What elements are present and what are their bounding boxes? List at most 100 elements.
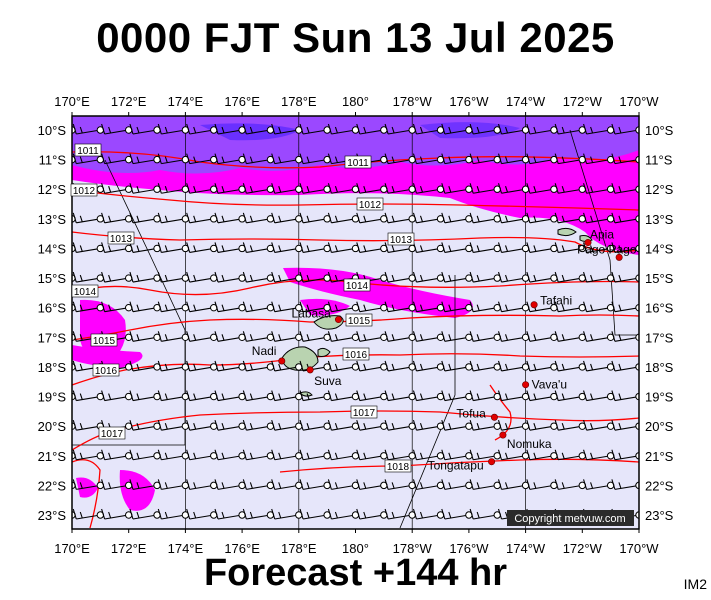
wind-barb — [441, 390, 473, 402]
lat-label-left: 10°S — [38, 123, 67, 138]
wind-barb — [72, 390, 105, 402]
wind-barb — [441, 242, 473, 254]
wind-barb — [186, 331, 218, 342]
wind-barb — [497, 479, 530, 490]
place-dot — [278, 357, 286, 365]
lat-label-left: 15°S — [38, 271, 67, 286]
wind-barb — [412, 271, 445, 283]
wind-barb — [129, 301, 161, 313]
wind-barb — [384, 331, 416, 342]
wind-barb — [157, 479, 190, 490]
lat-label-left: 12°S — [38, 182, 67, 197]
wind-barb — [583, 123, 615, 135]
wind-barb — [356, 301, 388, 313]
lon-label-top: 178°E — [281, 94, 317, 109]
wind-barb — [583, 390, 615, 402]
lat-label-right: 19°S — [645, 390, 674, 405]
wind-barb — [129, 508, 161, 520]
place-marker: Tafahi — [530, 294, 572, 309]
wind-barb — [101, 479, 133, 490]
wind-barb — [583, 212, 615, 224]
isobar-label: 1016 — [92, 363, 120, 377]
wind-barb — [242, 153, 275, 165]
wind-barb — [356, 242, 388, 254]
place-dot — [499, 431, 507, 439]
place-dot — [334, 316, 342, 324]
wind-barb — [554, 212, 586, 224]
place-label: Tongatapu — [428, 459, 484, 473]
lat-label-right: 14°S — [645, 241, 674, 256]
wind-barb — [214, 271, 246, 283]
place-label: Tafahi — [540, 294, 572, 308]
wind-barb — [129, 271, 161, 283]
wind-barb — [214, 360, 246, 372]
copyright-text: Copyright metvuw.com — [514, 513, 625, 525]
place-dot — [584, 239, 592, 247]
wind-barb — [186, 360, 218, 372]
wind-barb — [129, 123, 161, 135]
wind-barb — [441, 183, 473, 194]
lon-label-bottom: 180° — [342, 541, 369, 556]
place-dot — [530, 301, 538, 309]
place-label: Labasa — [291, 307, 331, 321]
lat-label-left: 14°S — [38, 241, 67, 256]
wind-barb — [583, 183, 615, 194]
svg-text:1013: 1013 — [110, 234, 133, 245]
wind-barb — [72, 242, 105, 254]
wind-barb — [157, 301, 190, 313]
place-label: Pago Pago — [577, 242, 637, 256]
wind-barb — [469, 123, 501, 135]
wind-barb — [101, 183, 133, 194]
isobar-label: 1015 — [345, 313, 373, 327]
wind-barb — [356, 449, 388, 461]
wind-barb — [611, 212, 639, 224]
wind-barb — [242, 271, 275, 283]
lat-label-right: 10°S — [645, 123, 674, 138]
lon-label-bottom: 176°E — [224, 541, 260, 556]
wind-barb — [554, 301, 586, 313]
wind-barb — [526, 242, 558, 254]
wind-barb — [299, 123, 331, 135]
svg-text:1013: 1013 — [390, 235, 413, 246]
wind-barb — [157, 183, 190, 194]
place-dot — [615, 253, 623, 261]
wind-barb — [327, 360, 360, 372]
place-marker: Tongatapu — [428, 458, 496, 473]
wind-barb — [101, 212, 133, 224]
isobar-label: 1013 — [387, 232, 415, 246]
wind-barb — [469, 331, 501, 342]
lon-label-top: 174°W — [506, 94, 546, 109]
lon-label-bottom: 172°W — [563, 541, 603, 556]
forecast-label: Forecast +144 hr — [203, 552, 508, 594]
wind-barb — [242, 212, 275, 224]
wind-barb — [214, 508, 246, 520]
wind-barb — [271, 183, 303, 194]
wind-barb — [526, 479, 558, 490]
wind-barb — [299, 183, 331, 194]
fiji-islands — [281, 315, 344, 397]
wind-barb — [101, 508, 133, 520]
place-label: Nadi — [252, 344, 277, 358]
wind-barb — [526, 153, 558, 165]
place-marker: Vava'u — [522, 378, 567, 392]
lat-label-left: 16°S — [38, 301, 67, 316]
lon-label-bottom: 178°E — [281, 541, 317, 556]
wind-barb — [327, 242, 360, 254]
lon-label-top: 176°E — [224, 94, 260, 109]
place-dot — [306, 366, 314, 374]
wind-barb — [157, 242, 190, 254]
wind-barb — [583, 271, 615, 283]
wind-barb — [384, 449, 416, 461]
lon-label-bottom: 174°E — [168, 541, 204, 556]
place-marker: Tofua — [456, 406, 498, 421]
wind-barb — [299, 419, 331, 431]
place-marker: Suva — [306, 366, 342, 388]
wind-barb — [356, 123, 388, 135]
wind-barb — [554, 153, 586, 165]
wind-barb — [611, 183, 639, 194]
wind-barb — [469, 212, 501, 224]
lon-label-top: 176°W — [449, 94, 489, 109]
lon-label-top: 172°W — [563, 94, 603, 109]
wind-barb — [72, 301, 105, 313]
place-marker: Apia — [584, 228, 614, 247]
